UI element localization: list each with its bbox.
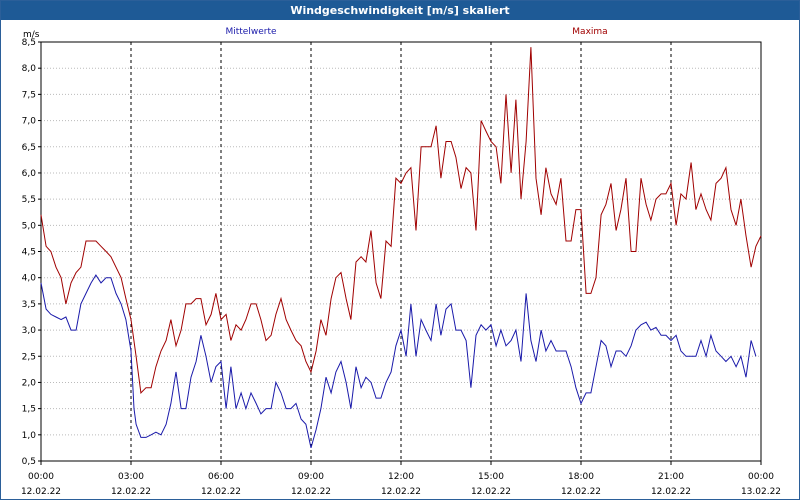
y-tick-label: 7,0 (22, 117, 37, 127)
legend: Mittelwerte Maxima (225, 27, 607, 37)
legend-label-maxima: Maxima (572, 27, 607, 37)
chart-canvas: 0,5 1,0 1,5 2,0 2,5 3,0 3,5 4,0 4,5 5,0 5,5 6,0 6,5 7… (21, 27, 781, 497)
x-tick-time-label: 15:00 (478, 472, 504, 482)
y-tick-label: 8,5 (22, 38, 36, 48)
x-tick-date-label: 12.02.22 (471, 487, 511, 497)
x-tick-date-label: 12.02.22 (561, 487, 601, 497)
y-tick-label: 2,5 (22, 352, 36, 362)
x-tick-date-label: 12.02.22 (201, 487, 241, 497)
x-tick-time-label: 09:00 (298, 472, 324, 482)
x-tick-time-label: 12:00 (388, 472, 414, 482)
x-tick-time-label: 06:00 (208, 472, 234, 482)
y-tick-label: 6,0 (22, 169, 37, 179)
window-title: Windgeschwindigkeit [m/s] skaliert (1, 1, 799, 20)
y-tick-label: 3,5 (22, 300, 36, 310)
y-tick-label: 7,5 (22, 90, 36, 100)
y-tick-label: 4,0 (22, 274, 37, 284)
y-tick-label: 1,0 (22, 431, 37, 441)
x-tick-date-label: 13.02.22 (741, 487, 781, 497)
grid (41, 42, 761, 461)
tick-labels: 0,5 1,0 1,5 2,0 2,5 3,0 3,5 4,0 4,5 5,0 5,5 6,0 6,5 7… (21, 30, 781, 497)
y-tick-label: 0,5 (22, 457, 36, 467)
x-tick-date-label: 12.02.22 (381, 487, 421, 497)
series-lines (40, 47, 762, 449)
x-tick-time-label: 21:00 (658, 472, 684, 482)
y-tick-label: 1,5 (22, 405, 36, 415)
series-line-mittelwerte (40, 274, 757, 449)
y-tick-label: 5,5 (22, 195, 36, 205)
x-tick-date-label: 12.02.22 (291, 487, 331, 497)
y-axis-label: m/s (23, 30, 40, 40)
y-tick-label: 6,5 (22, 143, 36, 153)
series-line-maxima (40, 47, 762, 394)
x-tick-date-label: 12.02.22 (111, 487, 151, 497)
legend-label-mittelwerte: Mittelwerte (225, 27, 276, 37)
x-tick-time-label: 00:00 (748, 472, 774, 482)
x-tick-date-label: 12.02.22 (21, 487, 61, 497)
x-tick-time-label: 00:00 (28, 472, 54, 482)
y-tick-label: 2,0 (22, 378, 37, 388)
y-tick-label: 8,0 (22, 64, 37, 74)
x-tick-date-label: 12.02.22 (651, 487, 691, 497)
x-tick-time-label: 18:00 (568, 472, 594, 482)
plot-frame (40, 41, 762, 462)
y-tick-label: 4,5 (22, 248, 36, 258)
y-tick-label: 3,0 (22, 326, 37, 336)
x-tick-time-label: 03:00 (118, 472, 144, 482)
y-tick-label: 5,0 (22, 221, 37, 231)
axes (38, 41, 762, 465)
